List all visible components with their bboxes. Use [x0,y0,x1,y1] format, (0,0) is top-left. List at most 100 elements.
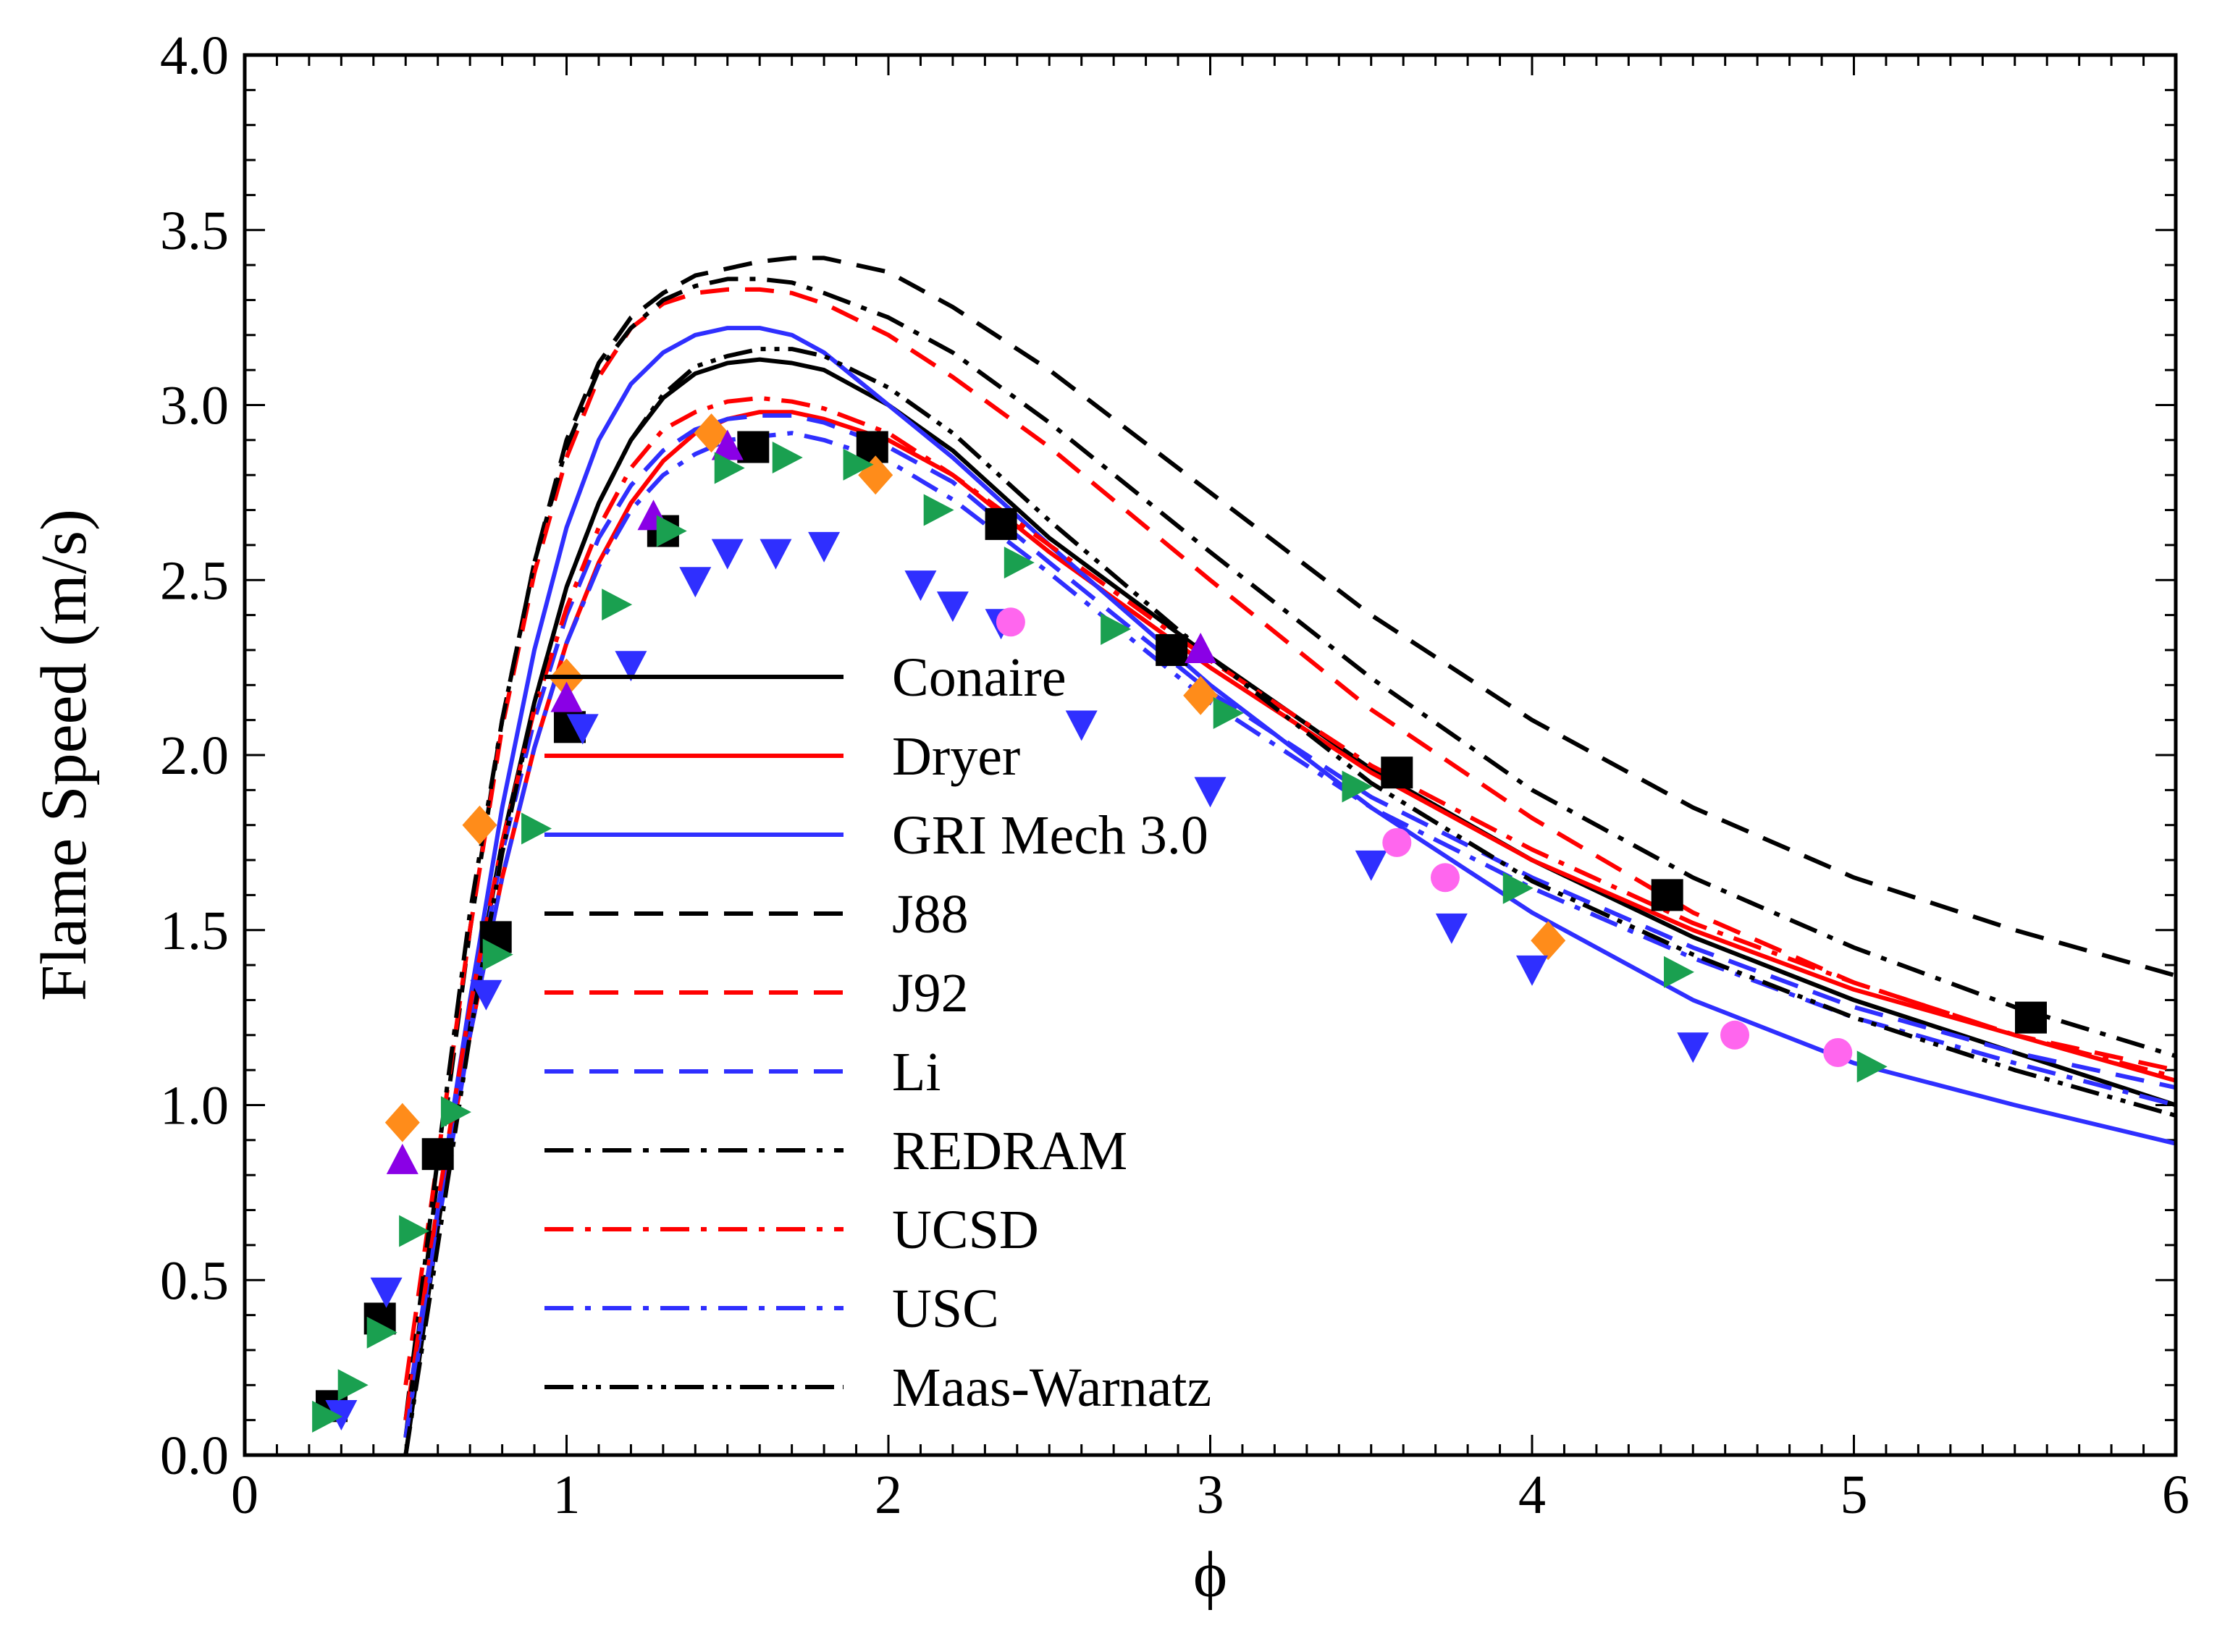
exp-blue-triangles-down-point [904,570,937,602]
y-tick-label: 2.0 [160,725,229,786]
exp-blue-triangles-down-point [679,567,712,598]
experimental-markers [312,413,2047,1433]
legend-label-maas-warnatz: Maas-Warnatz [892,1357,1211,1418]
exp-green-triangles-right-point [521,812,552,845]
exp-green-triangles-right-point [440,1096,471,1129]
series-line-usc [403,431,2176,1438]
x-tick-label: 0 [231,1465,258,1525]
y-tick-label: 3.0 [160,376,229,437]
exp-green-triangles-right-point [923,494,954,526]
exp-black-squares-point [985,507,1017,540]
exp-purple-triangles-point [1185,632,1217,663]
exp-blue-triangles-down-point [470,979,502,1011]
legend-label-conaire: Conaire [892,647,1067,708]
exp-blue-triangles-down-point [760,539,792,570]
series-line-redram [403,277,2176,1421]
exp-magenta-circles-point [1430,863,1460,893]
x-tick-label: 2 [875,1465,902,1525]
y-tick-label: 2.5 [160,550,229,611]
exp-green-triangles-right-point [1342,770,1373,803]
exp-blue-triangles-down-point [615,651,647,682]
x-tick-label: 6 [2162,1465,2189,1525]
exp-magenta-circles-point [1823,1037,1853,1067]
y-tick-label: 1.5 [160,901,229,961]
exp-blue-triangles-down-point [1065,710,1098,741]
exp-green-triangles-right-point [772,442,803,474]
exp-green-triangles-right-point [1664,956,1695,988]
legend-label-li: Li [892,1042,941,1103]
exp-green-triangles-right-point [312,1400,343,1433]
exp-magenta-circles-point [1382,827,1412,857]
exp-purple-triangles-point [550,681,583,712]
series-line-j88 [403,256,2176,1438]
exp-orange-diamonds-point [1183,675,1219,715]
x-tick-label: 5 [1841,1465,1868,1525]
series-line-gri-mech-3-0 [403,326,2176,1438]
exp-green-triangles-right-point [602,589,633,621]
exp-blue-triangles-down-point [566,714,599,745]
exp-black-squares-point [421,1138,454,1171]
tick-labels: 0 1 2 3 4 5 6 0.0 0.5 1.0 1.5 2.0 2.5 3.0 3.5 4.0 [160,25,2189,1525]
exp-blue-triangles-down-point [1435,913,1468,944]
x-axis-label: ϕ [1193,1539,1227,1611]
exp-black-squares-point [1381,757,1413,789]
y-tick-label: 1.0 [160,1076,229,1137]
exp-purple-triangles-point [386,1143,418,1174]
exp-magenta-circles-point [1720,1020,1750,1050]
legend-label-ucsd: UCSD [892,1200,1039,1260]
x-tick-label: 4 [1518,1465,1546,1525]
exp-orange-diamonds-point [384,1103,420,1142]
exp-blue-triangles-down-point [1194,777,1227,808]
series-line-li [403,413,2176,1421]
exp-green-triangles-right-point [714,452,745,484]
exp-blue-triangles-down-point [808,531,841,562]
legend-label-usc: USC [892,1278,999,1339]
y-tick-label: 4.0 [160,25,229,86]
y-axis-label: Flame Speed (m/s) [28,509,100,1001]
legend-label-j92: J92 [892,963,969,1024]
exp-blue-triangles-down-point [936,591,969,623]
exp-green-triangles-right-point [1213,696,1244,729]
exp-green-triangles-right-point [1101,612,1132,645]
exp-blue-triangles-down-point [325,1399,358,1430]
legend-label-redram: REDRAM [892,1121,1127,1181]
legend: Conaire Dryer GRI Mech 3.0 J88 J92 Li REDRAM UC… [544,647,1211,1418]
exp-blue-triangles-down-point [1355,850,1387,881]
exp-orange-diamonds-point [462,805,497,845]
exp-green-triangles-right-point [1856,1050,1888,1083]
y-tick-label: 0.5 [160,1250,229,1311]
model-lines [403,256,2176,1456]
exp-green-triangles-right-point [482,938,513,971]
y-tick-label: 3.5 [160,201,229,261]
legend-label-j88: J88 [892,884,969,945]
exp-blue-triangles-down-point [370,1277,403,1308]
exp-purple-triangles-point [711,429,744,460]
exp-green-triangles-right-point [656,515,687,547]
exp-black-squares-point [2014,1001,2047,1034]
series-line-maas-warnatz [403,347,2176,1456]
exp-blue-triangles-down-point [1516,955,1548,986]
exp-black-squares-point [856,431,888,463]
exp-black-squares-point [1651,879,1683,911]
series-line-j92 [403,287,2176,1386]
x-tick-label: 1 [553,1465,581,1525]
legend-label-dryer: Dryer [892,726,1020,787]
exp-blue-triangles-down-point [711,539,744,570]
exp-orange-diamonds-point [694,413,729,453]
plot-frame [243,53,2178,1457]
exp-green-triangles-right-point [337,1369,369,1402]
exp-blue-triangles-down-point [1677,1032,1709,1063]
exp-green-triangles-right-point [366,1316,397,1349]
exp-green-triangles-right-point [1502,872,1534,904]
exp-black-squares-point [737,431,770,463]
exp-magenta-circles-point [996,607,1025,637]
exp-green-triangles-right-point [843,448,874,481]
exp-black-squares-point [1156,633,1188,666]
exp-orange-diamonds-point [1531,921,1566,961]
exp-green-triangles-right-point [399,1215,430,1247]
exp-green-triangles-right-point [1004,547,1035,579]
y-tick-label: 0.0 [160,1425,229,1486]
